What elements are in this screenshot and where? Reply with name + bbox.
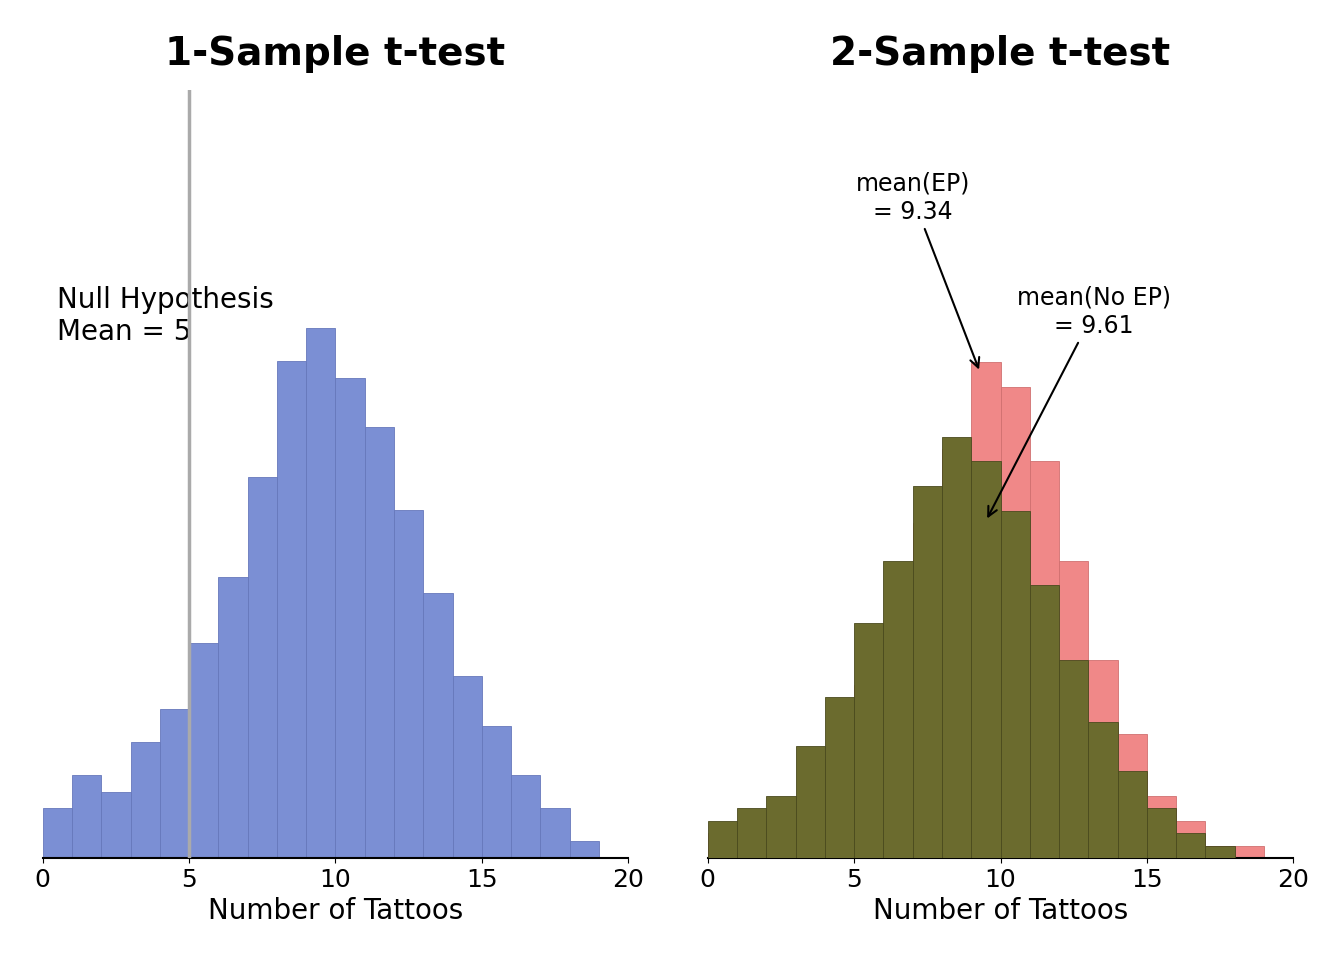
Bar [423, 593, 453, 858]
Bar [453, 676, 482, 858]
Bar [482, 726, 511, 858]
Bar [972, 462, 1000, 858]
X-axis label: Number of Tattoos: Number of Tattoos [208, 898, 464, 925]
Bar [1059, 660, 1089, 858]
Bar [825, 758, 855, 858]
Bar [218, 577, 247, 858]
Bar [913, 487, 942, 858]
Bar [160, 709, 190, 858]
Bar [708, 821, 737, 858]
Text: mean(No EP)
= 9.61: mean(No EP) = 9.61 [988, 286, 1171, 516]
Bar [1176, 821, 1206, 858]
Text: mean(EP)
= 9.34: mean(EP) = 9.34 [856, 172, 980, 368]
Bar [511, 776, 540, 858]
Bar [796, 796, 825, 858]
Bar [1118, 734, 1146, 858]
Bar [1206, 846, 1235, 858]
Bar [277, 361, 306, 858]
Bar [306, 328, 336, 858]
Bar [73, 776, 101, 858]
Title: 2-Sample t-test: 2-Sample t-test [831, 35, 1171, 73]
Bar [130, 742, 160, 858]
Bar [1030, 586, 1059, 858]
Bar [1000, 387, 1030, 858]
Bar [1118, 771, 1146, 858]
Bar [883, 623, 913, 858]
Bar [1206, 846, 1235, 858]
Bar [394, 511, 423, 858]
Bar [540, 808, 570, 858]
Bar [1146, 808, 1176, 858]
Bar [1146, 796, 1176, 858]
Bar [766, 821, 796, 858]
Bar [825, 697, 855, 858]
Bar [336, 378, 364, 858]
Bar [1089, 722, 1118, 858]
Title: 1-Sample t-test: 1-Sample t-test [165, 35, 505, 73]
Bar [247, 477, 277, 858]
Bar [972, 362, 1000, 858]
Bar [942, 449, 972, 858]
Text: Null Hypothesis
Mean = 5: Null Hypothesis Mean = 5 [58, 286, 274, 347]
Bar [766, 796, 796, 858]
Bar [1235, 846, 1265, 858]
Bar [883, 561, 913, 858]
Bar [1176, 833, 1206, 858]
Bar [942, 437, 972, 858]
Bar [364, 427, 394, 858]
Bar [570, 842, 599, 858]
Bar [1089, 660, 1118, 858]
Bar [190, 643, 218, 858]
Bar [796, 747, 825, 858]
Bar [913, 523, 942, 858]
Bar [737, 821, 766, 858]
Bar [1030, 462, 1059, 858]
Bar [737, 808, 766, 858]
Bar [1000, 511, 1030, 858]
Bar [855, 623, 883, 858]
Bar [101, 792, 130, 858]
Bar [855, 684, 883, 858]
Bar [708, 833, 737, 858]
X-axis label: Number of Tattoos: Number of Tattoos [872, 898, 1128, 925]
Bar [43, 808, 73, 858]
Bar [1059, 561, 1089, 858]
